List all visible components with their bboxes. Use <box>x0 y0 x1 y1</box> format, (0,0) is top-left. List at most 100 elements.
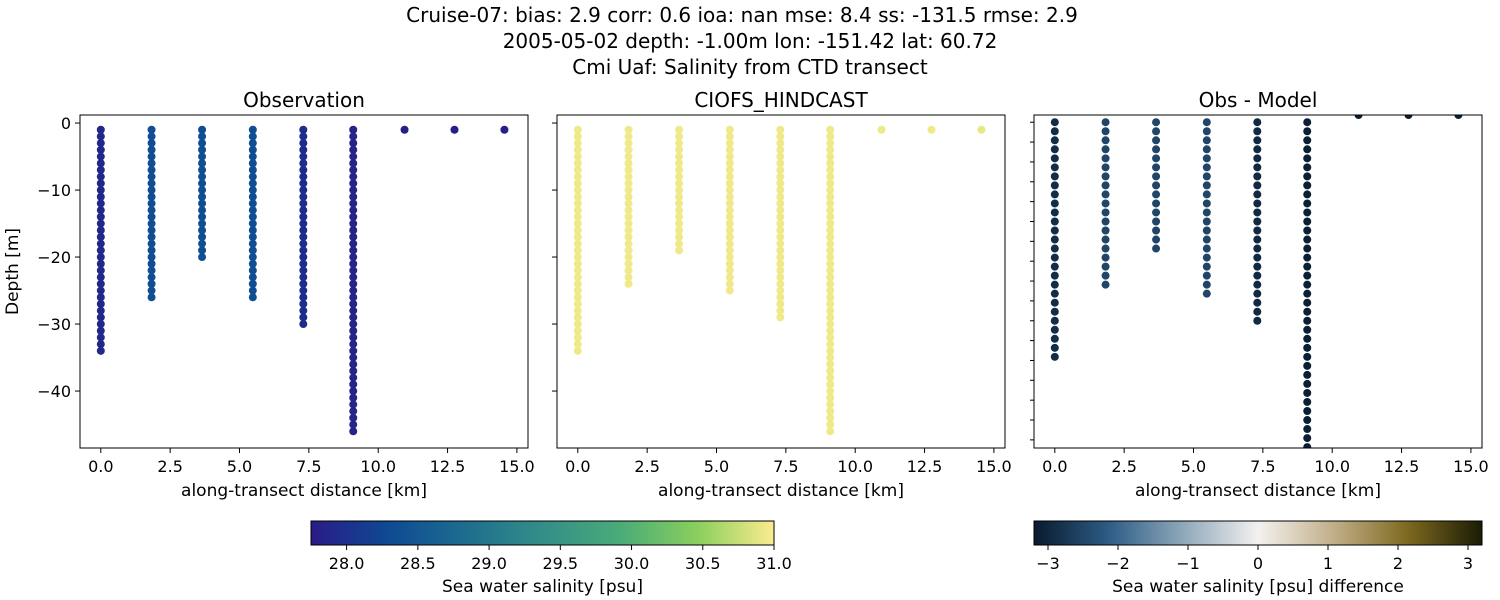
data-point <box>1152 244 1161 253</box>
data-point <box>573 326 582 335</box>
data-point <box>1202 163 1211 172</box>
data-point <box>1253 235 1262 244</box>
data-point <box>1050 217 1059 226</box>
data-point <box>725 125 734 134</box>
data-point <box>299 259 308 268</box>
data-point <box>147 139 156 148</box>
data-point <box>248 239 257 248</box>
colorbar-bar <box>1033 520 1483 546</box>
data-point <box>349 366 358 375</box>
data-point <box>826 380 835 389</box>
x-axis-label: along-transect distance [km] <box>658 481 904 501</box>
data-point <box>96 293 105 302</box>
data-point <box>624 232 633 241</box>
data-point <box>725 145 734 154</box>
data-point <box>826 145 835 154</box>
data-point <box>1303 370 1312 379</box>
data-point <box>1101 226 1110 235</box>
data-point <box>624 259 633 268</box>
data-point <box>349 380 358 389</box>
data-point <box>573 306 582 315</box>
data-point <box>198 226 207 235</box>
data-point <box>96 125 105 134</box>
data-point <box>400 125 409 134</box>
data-point <box>147 159 156 168</box>
data-point <box>1303 379 1312 388</box>
data-point <box>927 125 936 134</box>
data-point <box>248 165 257 174</box>
data-point <box>573 219 582 228</box>
data-point <box>776 206 785 215</box>
data-point <box>349 340 358 349</box>
data-point <box>1253 244 1262 253</box>
colorbar-tick-label: 30.0 <box>614 554 650 573</box>
data-point <box>248 279 257 288</box>
data-point <box>349 246 358 255</box>
data-point <box>1050 127 1059 136</box>
data-point <box>96 253 105 262</box>
x-tick-label: 5.0 <box>1181 457 1206 476</box>
data-point <box>299 192 308 201</box>
data-point <box>1101 271 1110 280</box>
data-point <box>624 139 633 148</box>
data-point <box>624 273 633 282</box>
data-point <box>147 279 156 288</box>
data-point <box>1202 208 1211 217</box>
data-point <box>573 132 582 141</box>
data-point <box>1050 118 1059 127</box>
data-point <box>96 259 105 268</box>
data-point <box>299 145 308 154</box>
data-point <box>96 165 105 174</box>
data-point <box>1050 199 1059 208</box>
data-point <box>725 206 734 215</box>
data-point <box>1253 199 1262 208</box>
data-point <box>776 179 785 188</box>
data-point <box>1101 118 1110 127</box>
data-point <box>624 125 633 134</box>
data-point <box>1202 271 1211 280</box>
data-point <box>299 179 308 188</box>
data-point <box>826 400 835 409</box>
data-point <box>248 179 257 188</box>
data-point <box>299 286 308 295</box>
data-point <box>299 246 308 255</box>
data-point <box>1202 235 1211 244</box>
data-point <box>725 226 734 235</box>
data-point <box>198 239 207 248</box>
data-point <box>147 199 156 208</box>
x-tick-label: 2.5 <box>1111 457 1136 476</box>
obs-minus-model-panel: 0.0 2.5 5.0 7.5 10.0 12.5 15.0 Obs - Model along… <box>1030 88 1489 501</box>
data-point <box>776 132 785 141</box>
data-point <box>1101 181 1110 190</box>
data-point <box>349 306 358 315</box>
data-point <box>776 279 785 288</box>
data-point <box>624 192 633 201</box>
data-point <box>147 259 156 268</box>
data-point <box>1152 181 1161 190</box>
data-point <box>624 266 633 275</box>
data-point <box>96 299 105 308</box>
data-point <box>1303 262 1312 271</box>
y-tick-label: −40 <box>37 382 71 401</box>
data-point <box>1253 307 1262 316</box>
x-tick-label: 15.0 <box>1453 457 1489 476</box>
data-point <box>96 139 105 148</box>
data-point <box>826 253 835 262</box>
data-point <box>349 192 358 201</box>
data-point <box>826 206 835 215</box>
data-point <box>573 226 582 235</box>
data-point <box>1303 280 1312 289</box>
data-point <box>826 366 835 375</box>
data-point <box>96 340 105 349</box>
data-point <box>248 286 257 295</box>
data-point <box>299 159 308 168</box>
data-point <box>1152 217 1161 226</box>
observation-panel: 0.0 2.5 5.0 7.5 10.0 12.5 15.0 0 −10 −20 −30 −40 Obs… <box>3 88 535 501</box>
data-point <box>299 199 308 208</box>
data-point <box>1050 262 1059 271</box>
data-point <box>877 125 886 134</box>
data-point <box>349 326 358 335</box>
data-point <box>1303 271 1312 280</box>
data-point <box>725 286 734 295</box>
data-point <box>573 320 582 329</box>
